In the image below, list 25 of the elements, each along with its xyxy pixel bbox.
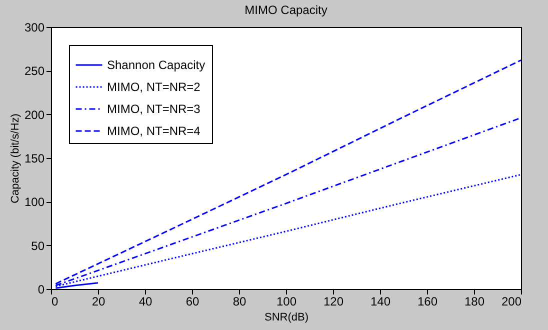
x-tick-label: 40 — [138, 294, 152, 308]
x-tick-label: 20 — [92, 294, 106, 308]
x-axis-title: SNR(dB) — [264, 312, 309, 324]
legend-label: MIMO, NT=NR=3 — [107, 102, 201, 116]
legend-label: MIMO, NT=NR=2 — [107, 80, 201, 94]
y-tick-label: 50 — [31, 238, 45, 253]
x-tick-label: 80 — [232, 294, 246, 308]
y-tick-label: 200 — [24, 108, 45, 122]
x-tick-label: 200 — [501, 294, 522, 308]
y-tick-label: 300 — [24, 20, 45, 34]
y-tick-label: 0 — [38, 282, 45, 296]
y-tick-label: 150 — [24, 152, 45, 166]
chart-title: MIMO Capacity — [244, 3, 328, 17]
x-tick-label: 120 — [323, 294, 344, 308]
x-tick-label: 100 — [276, 294, 297, 308]
legend-label: MIMO, NT=NR=4 — [107, 124, 201, 138]
x-tick-label: 0 — [52, 294, 58, 308]
x-tick-label: 180 — [464, 294, 485, 308]
y-tick-label: 100 — [24, 195, 45, 210]
x-tick-label: 60 — [186, 294, 200, 308]
x-tick-label: 160 — [417, 294, 438, 308]
y-axis-title: Capacity (bit/s/Hz) — [9, 114, 22, 204]
legend-label: Shannon Capacity — [107, 58, 206, 72]
y-tick-label: 250 — [24, 64, 45, 78]
x-tick-label: 140 — [370, 294, 391, 308]
